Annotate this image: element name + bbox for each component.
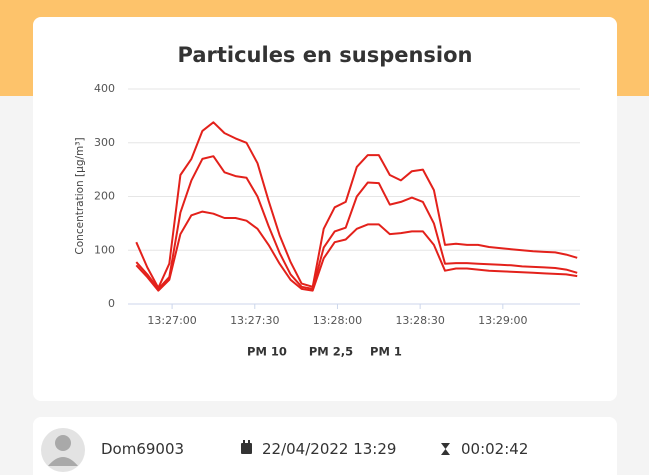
y-tick-label: 200	[94, 190, 115, 203]
legend-item[interactable]: PM 1	[370, 345, 402, 359]
y-axis-label: Concentration [µg/m³]	[74, 137, 86, 254]
y-tick-label: 0	[108, 297, 115, 310]
session-card	[33, 417, 617, 475]
chart: Particules en suspension Concentration […	[74, 43, 580, 359]
x-tick-label: 13:27:30	[230, 314, 279, 327]
y-tick-label: 300	[94, 136, 115, 149]
x-tick-label: 13:28:00	[313, 314, 362, 327]
series-line	[135, 155, 578, 290]
legend-item[interactable]: PM 2,5	[309, 345, 353, 359]
y-tick-label: 100	[94, 243, 115, 256]
x-tick-label: 13:29:00	[478, 314, 527, 327]
chart-title: Particules en suspension	[178, 43, 473, 67]
series-line	[135, 210, 578, 292]
chart-card	[33, 17, 617, 401]
user-name: Dom69003	[101, 440, 185, 458]
x-tick-label: 13:28:30	[395, 314, 444, 327]
session-date: 22/04/2022 13:29	[262, 440, 397, 458]
session-duration: 00:02:42	[461, 440, 529, 458]
y-tick-label: 400	[94, 82, 115, 95]
series-line	[135, 121, 578, 289]
x-tick-label: 13:27:00	[147, 314, 196, 327]
legend-item[interactable]: PM 10	[247, 345, 287, 359]
